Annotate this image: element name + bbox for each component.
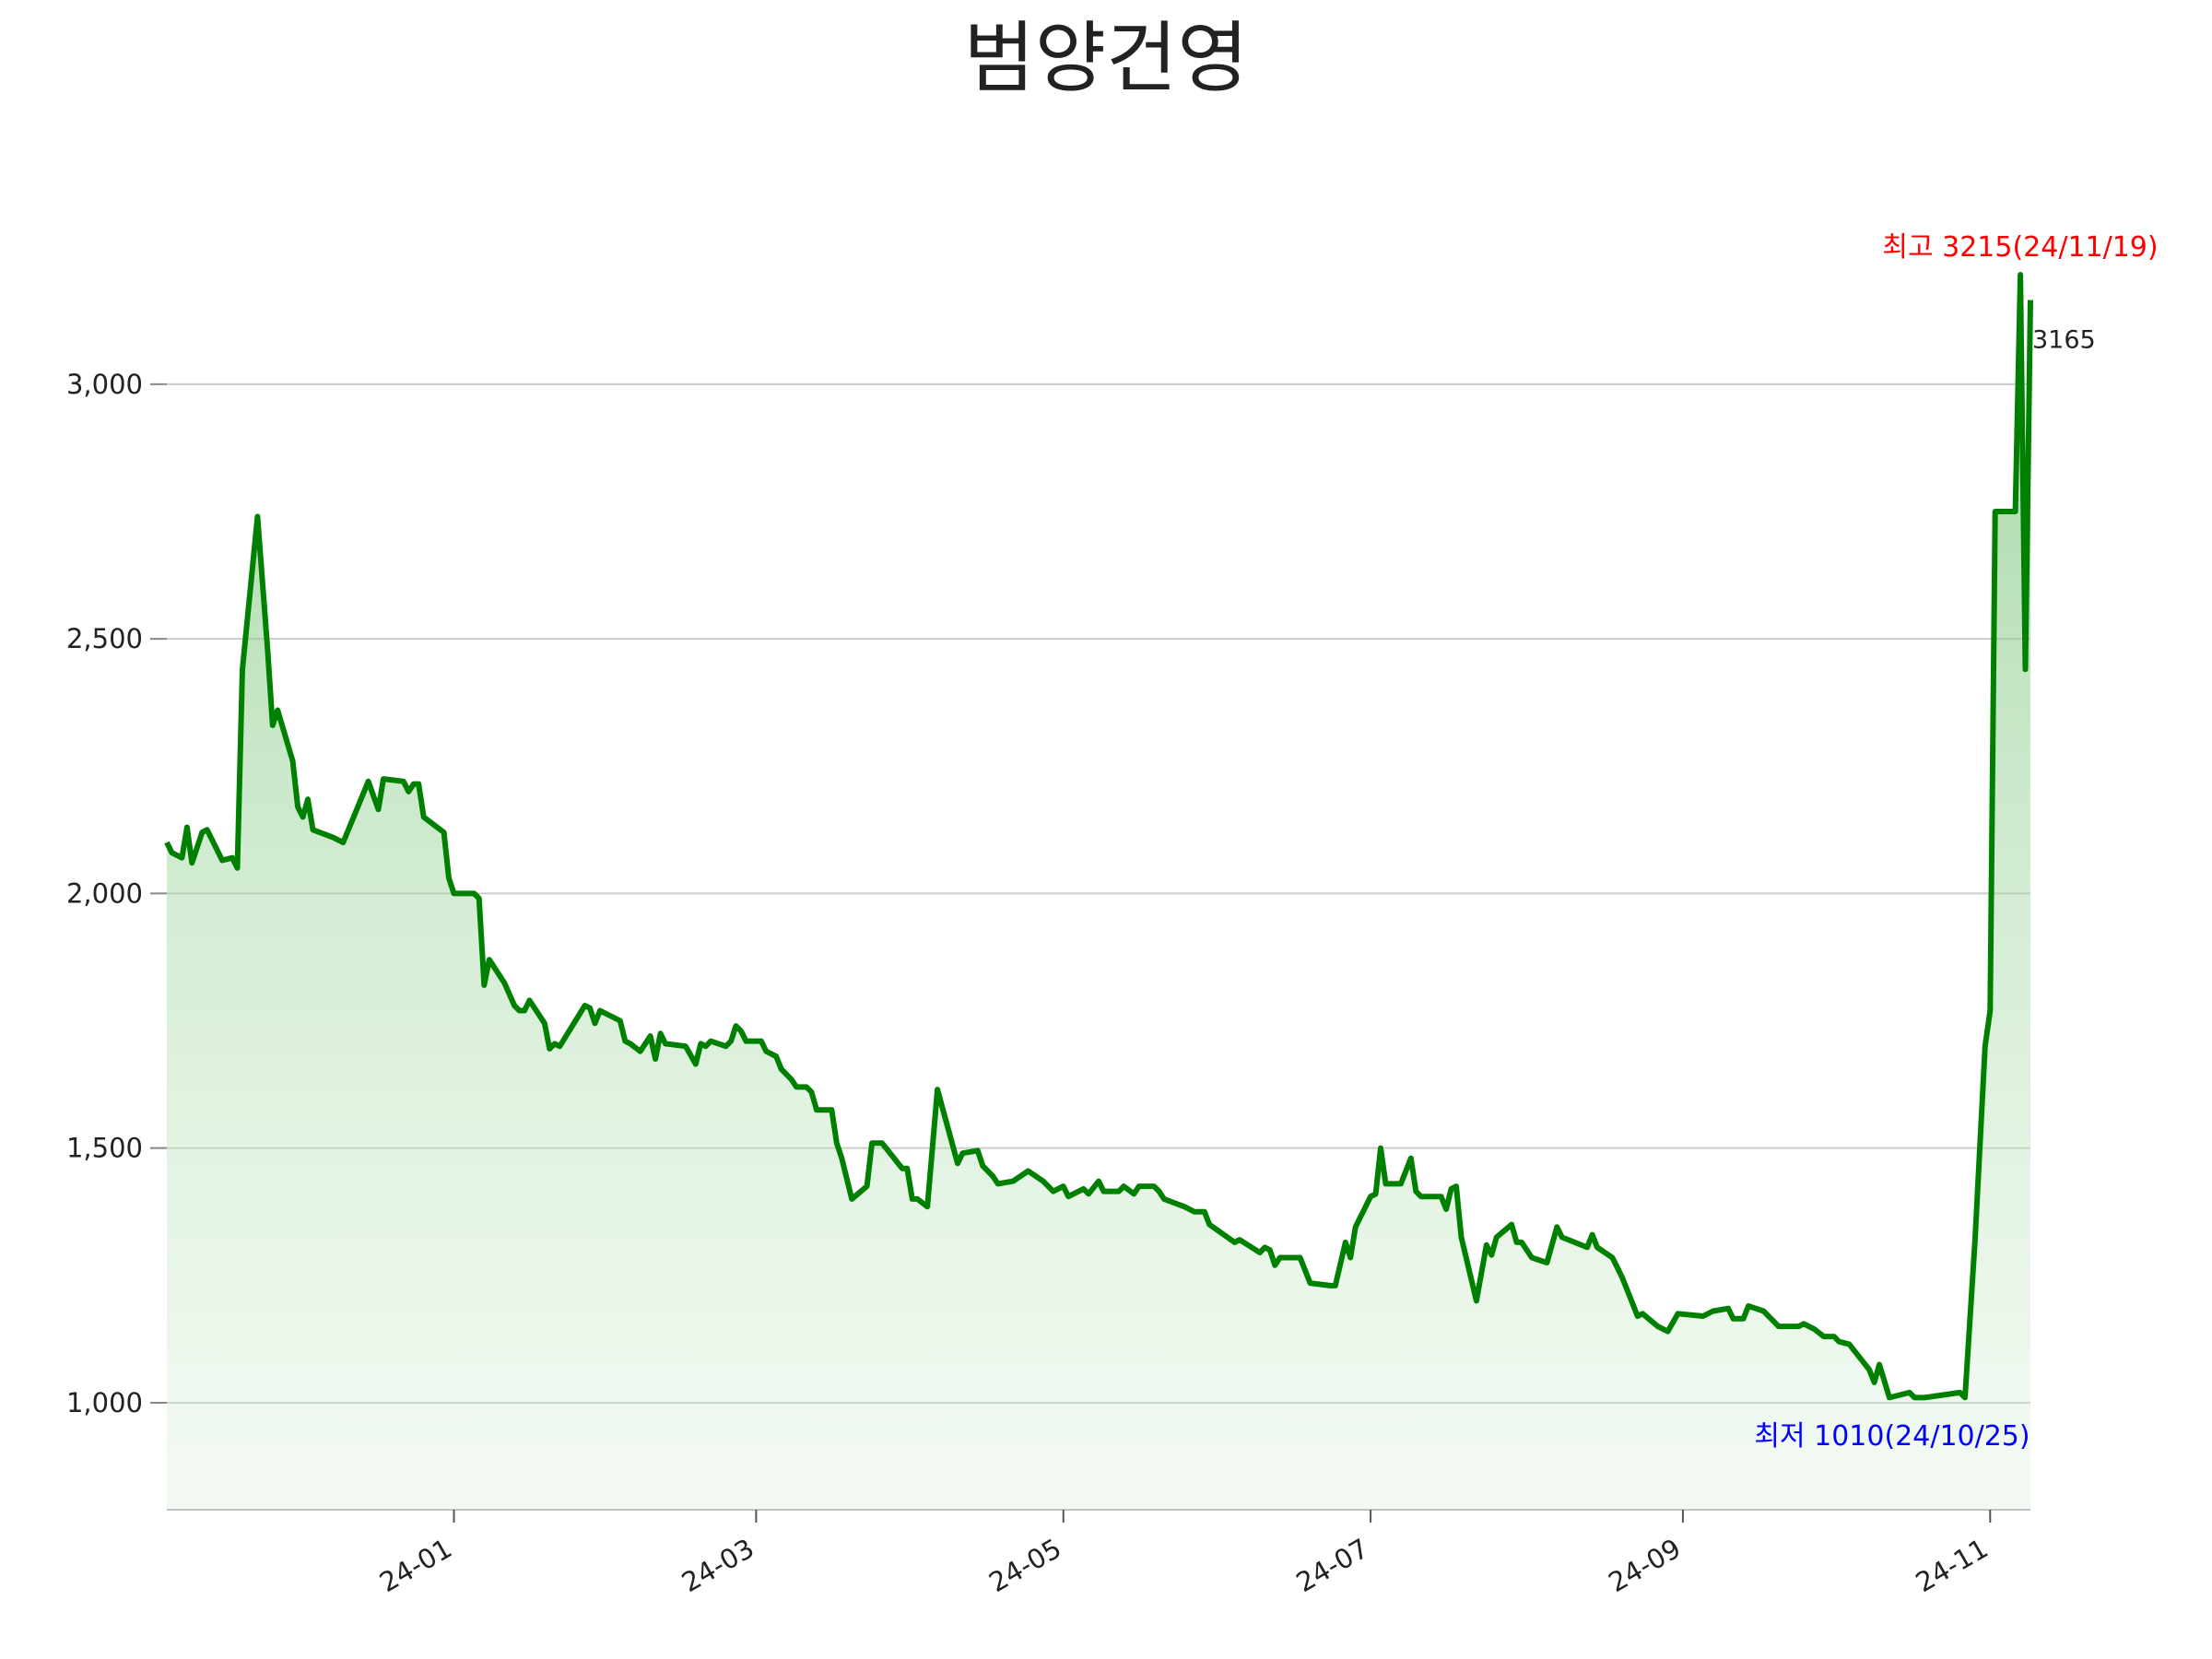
area (167, 275, 2030, 1510)
y-tick-label: 2,500 (66, 623, 143, 654)
x-tick-label: 24-11 (1911, 1533, 1994, 1599)
value-label: 3165 (2032, 326, 2096, 355)
y-tick-label: 2,000 (66, 877, 143, 909)
x-tick-label: 24-01 (374, 1533, 457, 1599)
x-tick-label: 24-09 (1603, 1533, 1686, 1599)
y-tick-label: 1,000 (66, 1387, 143, 1418)
x-tick-label: 24-05 (983, 1533, 1066, 1599)
y-tick-label: 3,000 (66, 369, 143, 400)
chart-title: 범양건영 (963, 13, 1248, 103)
y-tick-label: 1,500 (66, 1133, 143, 1164)
x-tick-label: 24-03 (677, 1533, 759, 1599)
annotation: 최고 3215(24/11/19) (1882, 231, 2158, 264)
line (164, 272, 2033, 1401)
annotation: 최저 1010(24/10/25) (1754, 1420, 2030, 1453)
x-tick-label: 24-07 (1291, 1533, 1374, 1599)
